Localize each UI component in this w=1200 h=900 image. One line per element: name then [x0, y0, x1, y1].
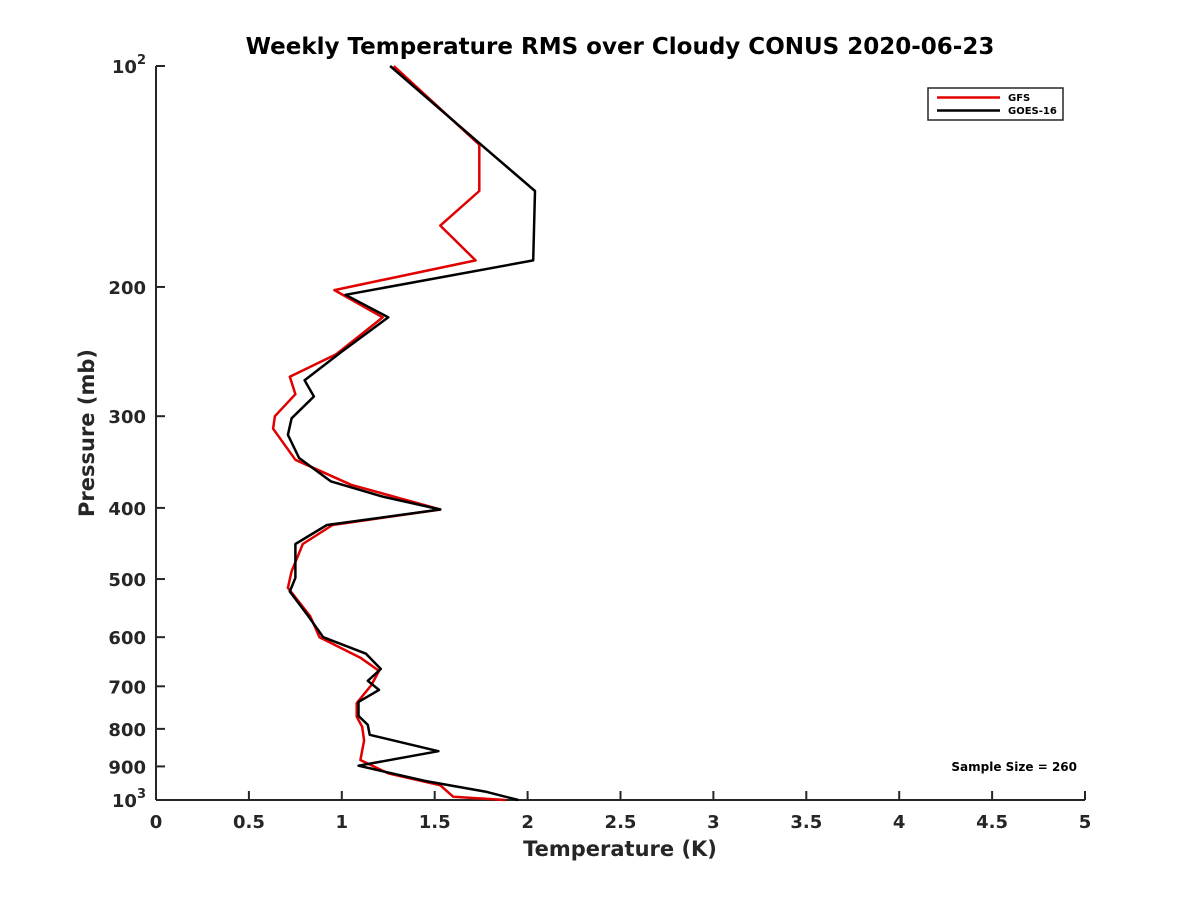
x-tick-label: 2.5 [605, 812, 637, 833]
y-tick-label-exponent: 2 [137, 53, 146, 68]
x-tick-label: 0.5 [233, 812, 265, 833]
y-tick-label-exponent: 3 [137, 787, 146, 802]
y-tick-label-base: 700 [108, 677, 146, 698]
y-tick-label-base: 10 [112, 57, 137, 78]
axes [155, 66, 1085, 801]
x-tick-label: 5 [1079, 812, 1092, 833]
y-tick-label: 102 [112, 53, 146, 78]
y-tick-label-base: 400 [108, 499, 146, 520]
x-axis-label: Temperature (K) [523, 837, 717, 861]
y-tick-label-base: 500 [108, 570, 146, 591]
y-tick-label-base: 900 [108, 757, 146, 778]
y-tick-label: 900 [108, 757, 146, 778]
y-tick-label: 700 [108, 677, 146, 698]
chart-title: Weekly Temperature RMS over Cloudy CONUS… [246, 34, 995, 60]
y-tick-label-base: 10 [112, 791, 137, 812]
y-tick-label-base: 800 [108, 720, 146, 741]
x-tick-label: 4.5 [976, 812, 1008, 833]
y-tick-label: 400 [108, 499, 146, 520]
x-tick-label: 4 [893, 812, 906, 833]
y-tick-label-base: 300 [108, 407, 146, 428]
y-tick-label: 800 [108, 720, 146, 741]
legend-label-goes16: GOES-16 [1008, 106, 1057, 117]
sample-size-annotation: Sample Size = 260 [951, 760, 1077, 774]
x-tick-label: 3 [707, 812, 720, 833]
x-tick-label: 3.5 [790, 812, 822, 833]
y-tick-label: 600 [108, 628, 146, 649]
x-ticks: 0 0.5 1 1.5 2 2.5 3 3.5 4 4.5 5 [150, 791, 1092, 833]
x-tick-label: 1.5 [419, 812, 451, 833]
y-axis-label: Pressure (mb) [75, 349, 99, 517]
x-tick-label: 0 [150, 812, 163, 833]
y-tick-label-base: 200 [108, 278, 146, 299]
legend-label-gfs: GFS [1008, 93, 1030, 104]
x-tick-label: 1 [336, 812, 349, 833]
y-tick-label: 103 [112, 787, 146, 812]
series-layer [271, 65, 537, 802]
x-tick-label: 2 [521, 812, 534, 833]
legend-box [927, 87, 1064, 121]
legend: GFS GOES-16 [927, 87, 1064, 121]
series-line-gfs [271, 65, 506, 802]
y-tick-label: 200 [108, 278, 146, 299]
y-tick-label: 500 [108, 570, 146, 591]
y-tick-label-base: 600 [108, 628, 146, 649]
series-line-goes16 [286, 65, 537, 802]
y-tick-label: 300 [108, 407, 146, 428]
